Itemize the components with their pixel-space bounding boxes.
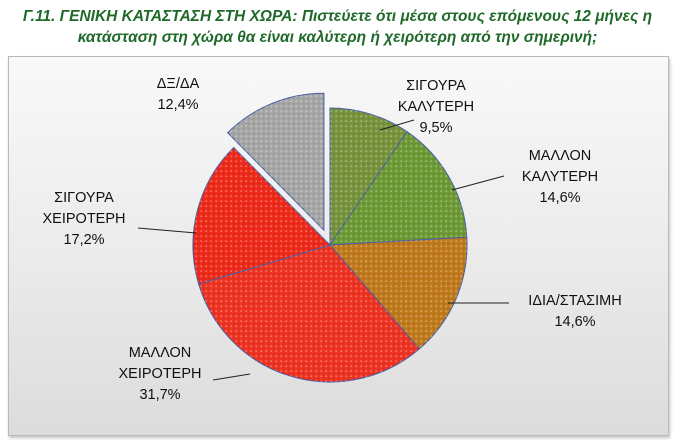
slice-label-3: ΙΔΙΑ/ΣΤΑΣΙΜΗ 14,6% [528, 293, 621, 330]
slice-name-label: ΧΕΙΡΟΤΕΡΗ [43, 211, 126, 227]
leader-line-1 [379, 119, 415, 131]
slice-name-label: ΜΑΛΛΟΝ [129, 345, 192, 361]
slice-value-label: 12,4% [157, 97, 198, 113]
slice-value-label: 14,6% [539, 190, 580, 206]
chart-title: Γ.11. ΓΕΝΙΚΗ ΚΑΤΑΣΤΑΣΗ ΣΤΗ ΧΩΡΑ: Πιστεύε… [0, 6, 675, 48]
slice-label-6: ΔΞ/ΔΑ 12,4% [157, 76, 200, 113]
slice-name-label: ΣΙΓΟΥΡΑ [54, 190, 114, 206]
slice-name-label: ΧΕΙΡΟΤΕΡΗ [119, 366, 202, 382]
slice-label-1: ΣΙΓΟΥΡΑ ΚΑΛΥΤΕΡΗ 9,5% [398, 78, 474, 136]
leader-lines [137, 119, 509, 381]
pie-slices [192, 92, 468, 383]
slice-name-label: ΔΞ/ΔΑ [157, 76, 200, 92]
slice-name-label: ΣΙΓΟΥΡΑ [406, 78, 466, 94]
slice-label-4: ΜΑΛΛΟΝ ΧΕΙΡΟΤΕΡΗ 31,7% [119, 345, 202, 403]
pie-slice-texture-2 [330, 131, 467, 245]
leader-line-2 [451, 175, 505, 191]
slice-label-2: ΜΑΛΛΟΝ ΚΑΛΥΤΕΡΗ 14,6% [522, 148, 598, 206]
slice-label-5: ΣΙΓΟΥΡΑ ΧΕΙΡΟΤΕΡΗ 17,2% [43, 190, 126, 248]
pie-slice-texture-6 [227, 93, 324, 231]
slice-value-label: 17,2% [63, 232, 104, 248]
slice-name-label: ΚΑΛΥΤΕΡΗ [398, 99, 474, 115]
pie-slice-texture-3 [330, 237, 467, 349]
chart-title-line-2: κατάσταση στη χώρα θα είναι καλύτερη ή χ… [77, 29, 598, 46]
pie-slice-texture-5 [193, 147, 330, 285]
pie-slice-texture-4 [198, 245, 420, 382]
chart-title-line-1: Γ.11. ΓΕΝΙΚΗ ΚΑΤΑΣΤΑΣΗ ΣΤΗ ΧΩΡΑ: Πιστεύε… [22, 8, 653, 25]
leader-line-4 [212, 373, 251, 381]
slice-value-label: 31,7% [139, 387, 180, 403]
leader-line-5 [137, 227, 197, 234]
slice-labels: ΣΙΓΟΥΡΑ ΚΑΛΥΤΕΡΗ 9,5%ΜΑΛΛΟΝ ΚΑΛΥΤΕΡΗ 14,6%ΙΔ… [43, 76, 622, 403]
slice-value-label: 14,6% [554, 314, 595, 330]
pie-slice-texture-1 [330, 108, 408, 245]
slice-name-label: ΜΑΛΛΟΝ [529, 148, 592, 164]
slice-name-label: ΙΔΙΑ/ΣΤΑΣΙΜΗ [528, 293, 621, 309]
slice-name-label: ΚΑΛΥΤΕΡΗ [522, 169, 598, 185]
slice-value-label: 9,5% [419, 120, 452, 136]
